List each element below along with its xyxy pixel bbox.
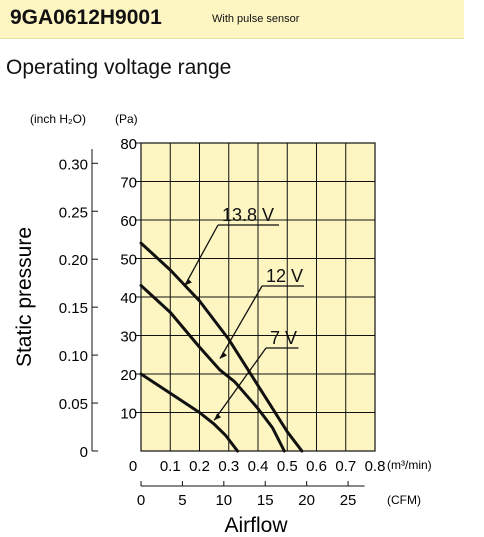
x-tick-label: 0.7 bbox=[335, 458, 356, 475]
pa-unit-label: (Pa) bbox=[115, 112, 138, 126]
label-leader bbox=[184, 224, 219, 286]
x-tick-label: 0.5 bbox=[277, 458, 298, 475]
label-leader bbox=[219, 285, 263, 359]
label-arrowhead bbox=[184, 278, 192, 286]
pa-tick-label: 20 bbox=[120, 367, 137, 384]
pa-tick-label: 50 bbox=[120, 252, 137, 269]
inch-tick-label: 0.05 bbox=[59, 396, 88, 413]
model-subtitle: With pulse sensor bbox=[212, 13, 300, 25]
labels: 13.8 V 12 V 7 V bbox=[184, 205, 304, 421]
series-line bbox=[139, 241, 304, 453]
label-arrowhead bbox=[219, 351, 227, 359]
inch-tick-label: 0 bbox=[80, 444, 88, 461]
inch-tick-label: 0.20 bbox=[59, 252, 88, 269]
pa-tick-label: 70 bbox=[120, 175, 137, 192]
cfm-tick-label: 20 bbox=[298, 492, 315, 509]
series-label: 13.8 V bbox=[222, 205, 274, 225]
series-label: 12 V bbox=[266, 266, 303, 286]
pa-tick-label: 60 bbox=[120, 213, 137, 230]
model-header: 9GA0612H9001 With pulse sensor bbox=[0, 0, 464, 39]
label-arrowhead bbox=[214, 413, 222, 421]
inch-unit-label: (inch H₂O) bbox=[30, 112, 86, 126]
x-unit-label: (m³/min) bbox=[387, 458, 432, 472]
x-axis-title: Airflow bbox=[224, 514, 288, 537]
cfm-tick-label: 25 bbox=[340, 492, 357, 509]
series-line bbox=[139, 284, 286, 453]
section-title: Operating voltage range bbox=[6, 56, 232, 79]
model-number: 9GA0612H9001 bbox=[10, 6, 162, 29]
pa-tick-label: 80 bbox=[120, 136, 137, 153]
x-tick-label: 0.1 bbox=[160, 458, 181, 475]
x-tick-label: 0.2 bbox=[189, 458, 210, 475]
plot-area bbox=[140, 142, 376, 452]
x-tick-label: 0 bbox=[129, 458, 137, 475]
x-tick-label: 0.8 bbox=[365, 458, 386, 475]
inch-tick-label: 0.15 bbox=[59, 300, 88, 317]
label-leader bbox=[213, 347, 267, 421]
cfm-unit-label: (CFM) bbox=[387, 493, 421, 507]
y-axis-title: Static pressure bbox=[13, 227, 36, 367]
series-layer bbox=[139, 241, 304, 453]
x-tick-label: 0.3 bbox=[218, 458, 239, 475]
cfm-tick-label: 10 bbox=[215, 492, 232, 509]
inch-tick-label: 0.30 bbox=[59, 156, 88, 173]
pa-tick-label: 30 bbox=[120, 329, 137, 346]
x-tick-label: 0.4 bbox=[248, 458, 269, 475]
x-tick-label: 0.6 bbox=[306, 458, 327, 475]
inch-tick-label: 0.25 bbox=[59, 204, 88, 221]
inch-tick-label: 0.10 bbox=[59, 348, 88, 365]
series-line bbox=[139, 372, 239, 453]
axes: 102030405060708000.050.100.150.200.250.3… bbox=[13, 112, 432, 537]
cfm-tick-label: 15 bbox=[257, 492, 274, 509]
cfm-tick-label: 5 bbox=[178, 492, 186, 509]
pa-tick-label: 10 bbox=[120, 406, 137, 423]
series-label: 7 V bbox=[270, 328, 297, 348]
cfm-tick-label: 0 bbox=[137, 492, 145, 509]
pa-tick-label: 40 bbox=[120, 290, 137, 307]
